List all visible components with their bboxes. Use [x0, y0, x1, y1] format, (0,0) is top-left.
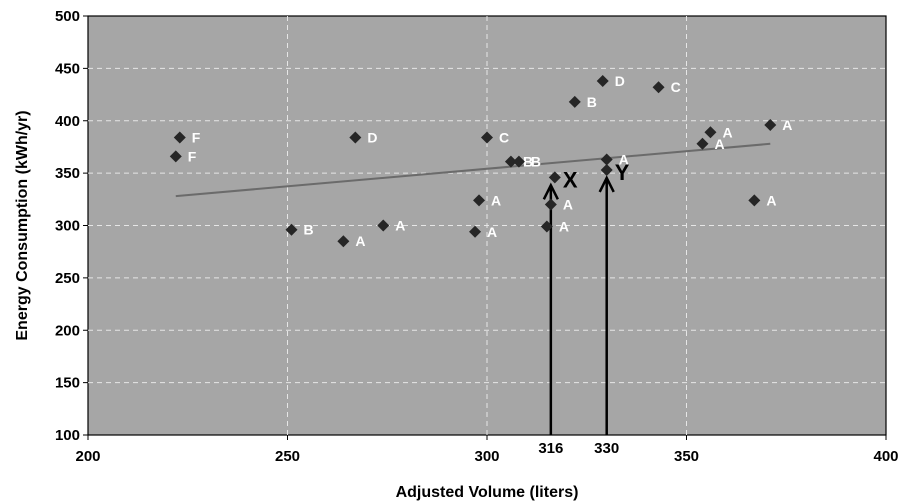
- data-point: [481, 131, 493, 144]
- point-label: A: [395, 218, 405, 234]
- point-label: A: [559, 219, 569, 235]
- point-label: A: [491, 192, 501, 208]
- data-point: [169, 150, 182, 163]
- x-marker-tick-label: 330: [594, 440, 619, 457]
- data-point: [544, 198, 557, 211]
- point-label: B: [587, 94, 597, 110]
- data-point: [596, 74, 609, 87]
- data-point: [652, 81, 665, 94]
- point-label: C: [499, 130, 509, 146]
- data-point: [600, 153, 613, 166]
- y-tick-label: 150: [55, 375, 80, 392]
- data-point: [473, 194, 486, 207]
- marker-arrow-head: [598, 175, 615, 193]
- data-point: [377, 219, 390, 232]
- point-label: D: [615, 73, 625, 89]
- point-label: B: [303, 222, 313, 238]
- point-label-x: X: [563, 167, 578, 192]
- y-tick-label: 400: [55, 113, 80, 130]
- data-point: [600, 163, 613, 176]
- data-point: [568, 95, 581, 108]
- y-tick-label: 300: [55, 218, 80, 235]
- point-label: A: [766, 192, 776, 208]
- data-point: [540, 220, 553, 233]
- point-label: A: [563, 197, 573, 213]
- x-marker-tick-label: 316: [538, 440, 563, 457]
- data-point: [504, 155, 517, 168]
- y-tick-label: 450: [55, 60, 80, 77]
- x-tick-label: 300: [474, 448, 499, 465]
- x-tick-label: 350: [674, 448, 699, 465]
- data-point: [704, 126, 717, 139]
- data-point: [469, 225, 482, 238]
- y-tick-label: 350: [55, 165, 80, 182]
- point-label: A: [722, 124, 732, 140]
- point-label: B: [531, 154, 541, 170]
- x-tick-label: 400: [873, 448, 898, 465]
- y-axis-title: Energy Consumption (kWh/yr): [14, 110, 31, 340]
- point-label: B: [523, 154, 533, 170]
- data-point: [337, 235, 350, 248]
- point-label: F: [188, 148, 197, 164]
- point-label-y: Y: [615, 160, 630, 185]
- x-tick-label: 200: [75, 448, 100, 465]
- data-point: [349, 131, 362, 144]
- point-label: A: [714, 136, 724, 152]
- y-tick-label: 200: [55, 322, 80, 339]
- data-point: [696, 137, 709, 150]
- point-label: A: [355, 233, 365, 249]
- marker-arrow-head: [542, 182, 559, 200]
- data-point: [764, 118, 777, 131]
- data-point: [512, 155, 525, 168]
- y-tick-label: 250: [55, 270, 80, 287]
- data-point: [173, 131, 186, 144]
- x-tick-label: 250: [275, 448, 300, 465]
- point-label: D: [367, 130, 377, 146]
- point-label: A: [619, 152, 629, 168]
- point-label: C: [671, 79, 681, 95]
- data-point: [748, 194, 761, 207]
- y-tick-label: 100: [55, 427, 80, 444]
- x-axis-title: Adjusted Volume (liters): [396, 484, 579, 501]
- trend-line: [175, 142, 771, 198]
- point-label: F: [192, 130, 201, 146]
- point-label: A: [782, 117, 792, 133]
- point-label: A: [487, 224, 497, 240]
- y-tick-label: 500: [55, 8, 80, 25]
- data-point: [548, 171, 561, 184]
- data-point: [285, 223, 298, 236]
